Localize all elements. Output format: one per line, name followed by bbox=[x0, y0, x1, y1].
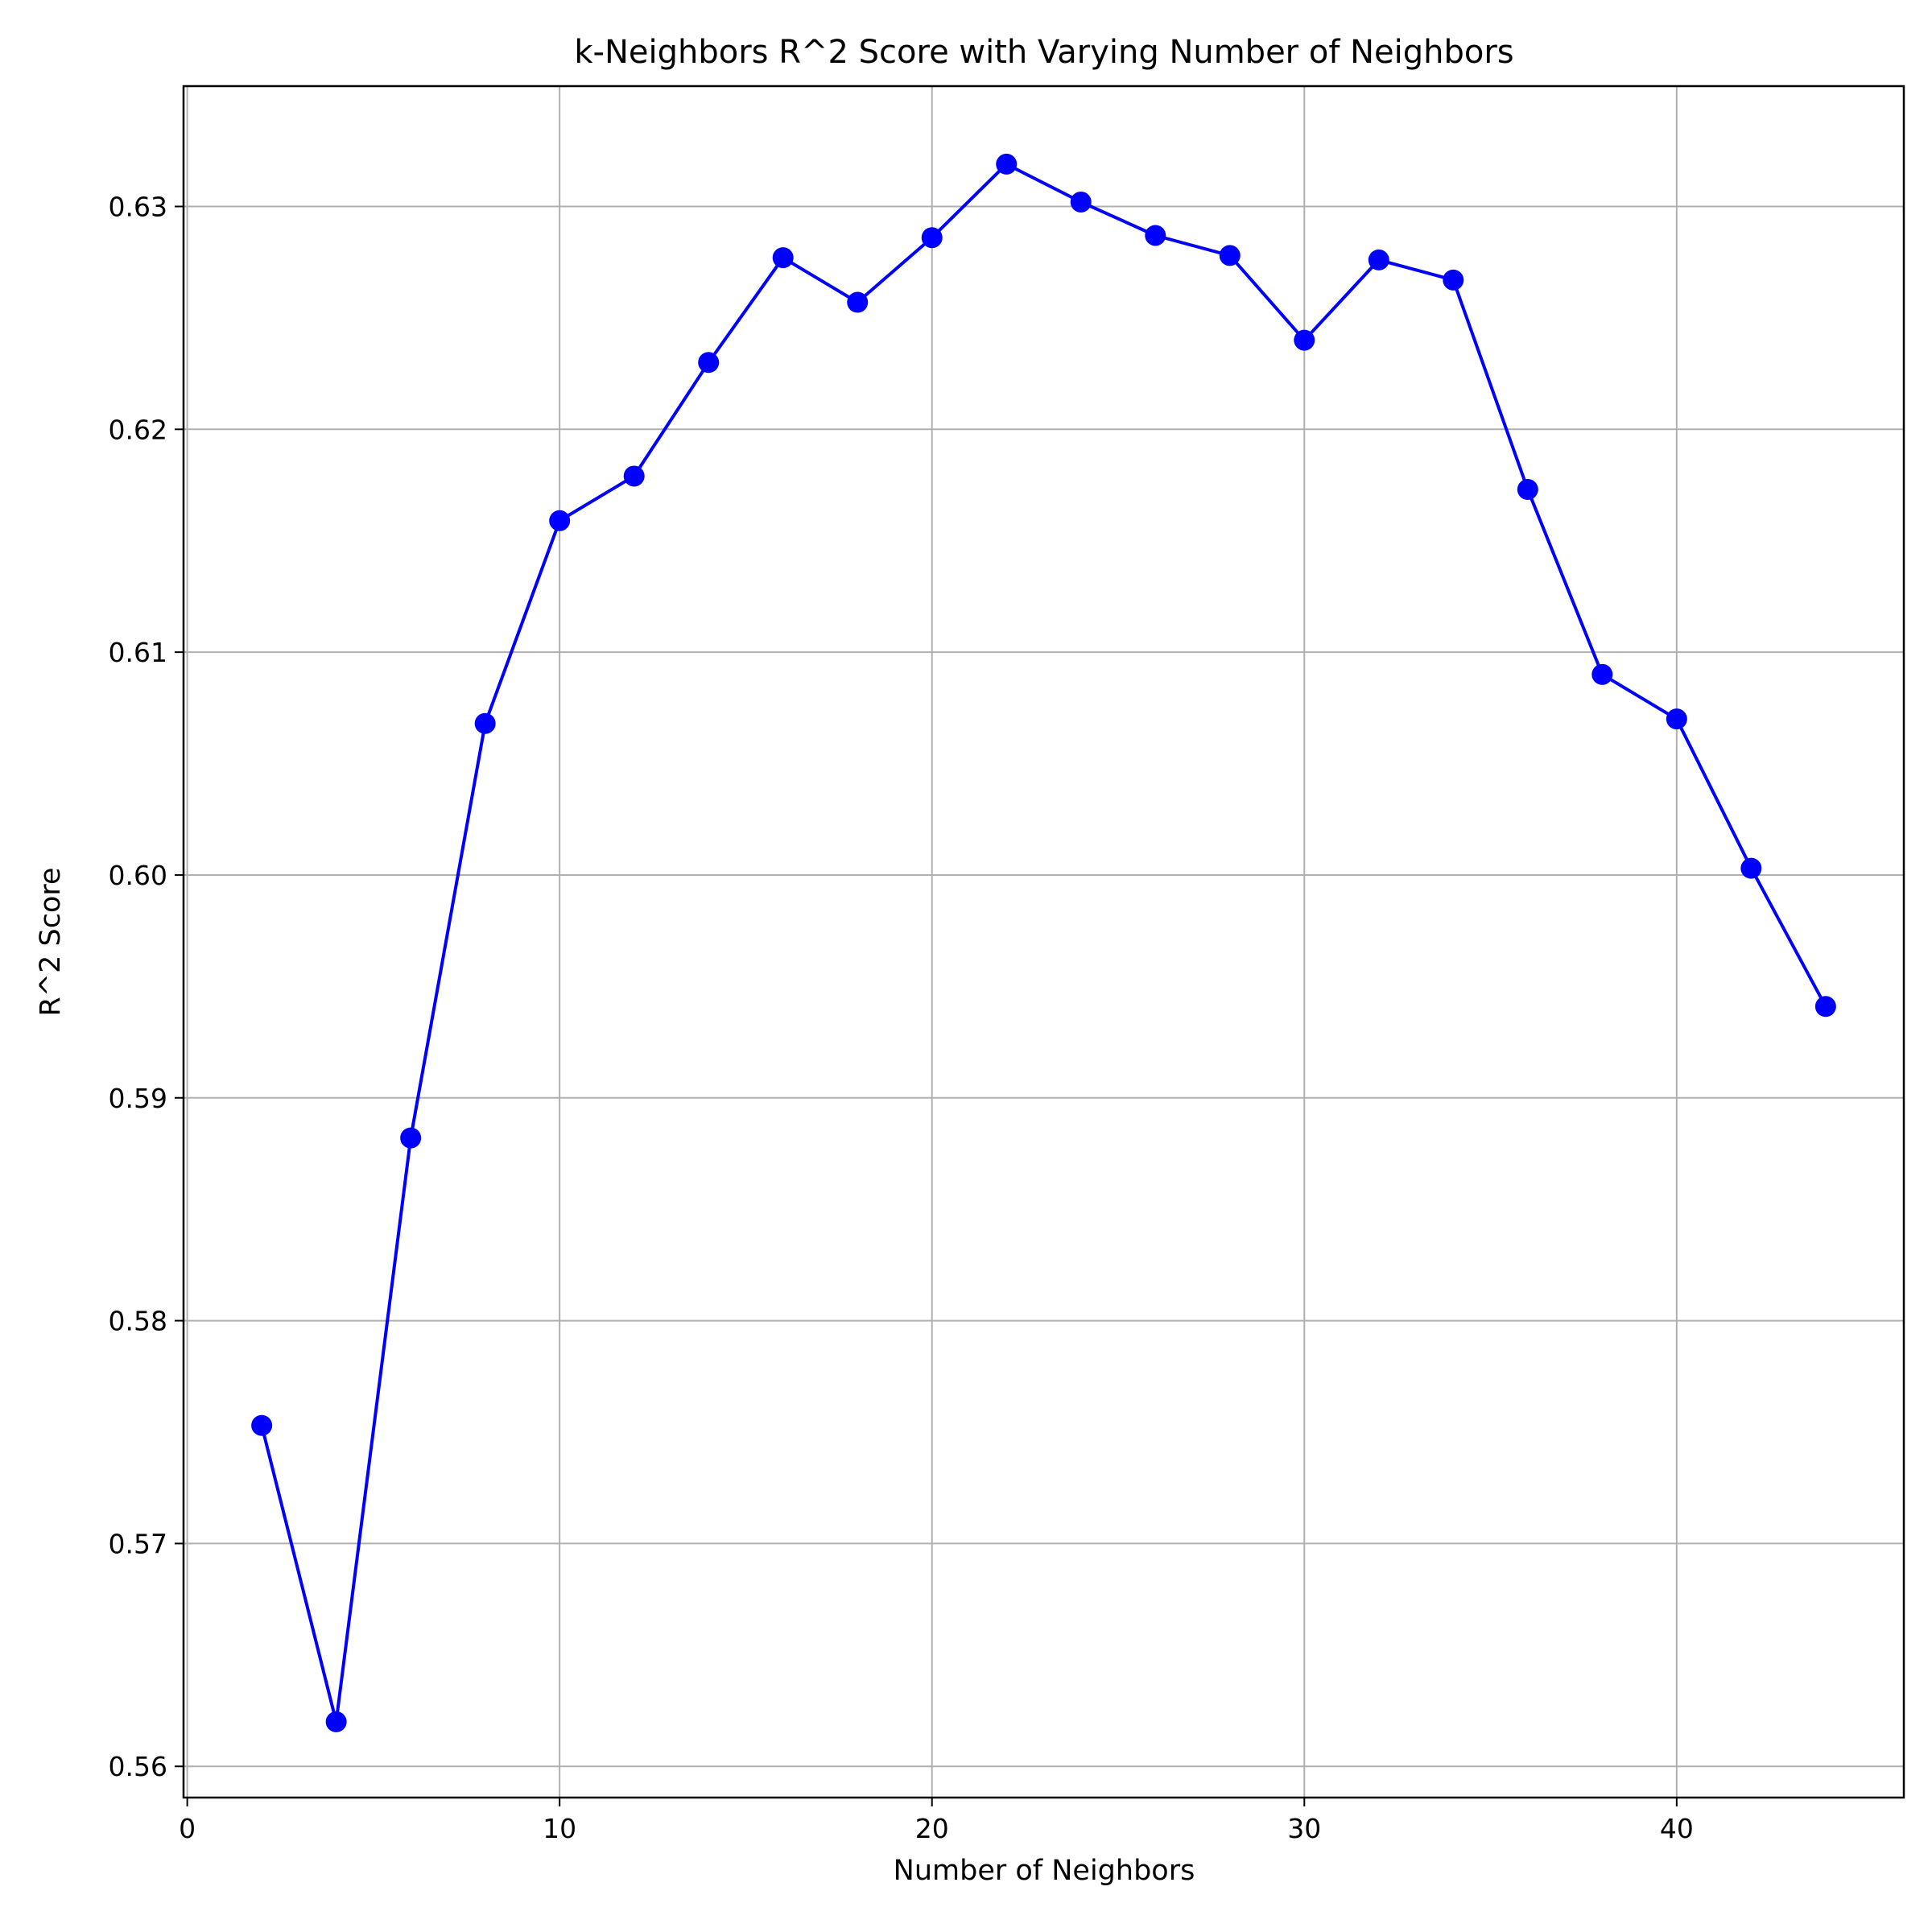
x-tick-label: 0 bbox=[179, 1813, 196, 1844]
data-point bbox=[921, 227, 943, 249]
chart-title: k-Neighbors R^2 Score with Varying Numbe… bbox=[574, 34, 1513, 71]
data-point bbox=[996, 153, 1018, 175]
data-point bbox=[1443, 269, 1464, 291]
data-point bbox=[549, 510, 571, 531]
data-point bbox=[1368, 249, 1389, 270]
y-tick-label: 0.60 bbox=[109, 860, 167, 891]
data-series bbox=[251, 153, 1836, 1732]
data-point bbox=[1145, 225, 1166, 246]
y-tick-label: 0.56 bbox=[109, 1751, 167, 1782]
data-point bbox=[251, 1414, 273, 1436]
data-point bbox=[400, 1127, 422, 1149]
data-point bbox=[1591, 663, 1613, 685]
plot-area-frame bbox=[182, 85, 1905, 1799]
y-tick-label: 0.59 bbox=[109, 1083, 167, 1114]
grid-lines bbox=[184, 86, 1904, 1798]
data-point bbox=[1070, 191, 1092, 213]
data-point bbox=[1814, 996, 1836, 1018]
y-tick-label: 0.61 bbox=[109, 637, 167, 668]
x-tick-label: 10 bbox=[543, 1813, 576, 1844]
data-point bbox=[1740, 857, 1762, 879]
y-tick-label: 0.58 bbox=[109, 1306, 167, 1337]
y-tick-label: 0.62 bbox=[109, 414, 167, 445]
axis-ticks: 0 10 20 30 40 0.56 0.57 0.58 0.59 0.60 0.61 0.62 0.6… bbox=[109, 191, 1694, 1844]
y-tick-label: 0.57 bbox=[109, 1528, 167, 1559]
x-tick-label: 40 bbox=[1660, 1813, 1694, 1844]
data-point bbox=[623, 465, 645, 487]
data-point bbox=[1517, 479, 1538, 501]
data-point bbox=[474, 712, 496, 734]
data-point bbox=[1294, 329, 1315, 351]
y-tick-label: 0.63 bbox=[109, 191, 167, 222]
data-point bbox=[325, 1711, 347, 1732]
x-axis-label: Number of Neighbors bbox=[894, 1855, 1195, 1887]
data-point bbox=[1666, 708, 1687, 730]
series-line bbox=[260, 162, 1827, 1724]
data-point bbox=[772, 247, 794, 269]
data-point bbox=[847, 291, 869, 313]
x-tick-label: 20 bbox=[915, 1813, 949, 1844]
y-axis-label: R^2 Score bbox=[35, 867, 67, 1016]
data-point bbox=[698, 352, 720, 374]
data-point bbox=[1219, 245, 1241, 266]
x-tick-label: 30 bbox=[1287, 1813, 1321, 1844]
